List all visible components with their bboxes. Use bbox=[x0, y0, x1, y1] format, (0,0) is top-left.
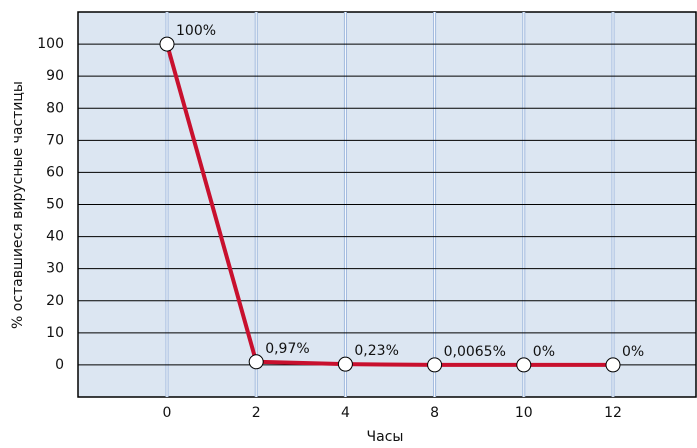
x-axis-label: Часы bbox=[367, 429, 404, 445]
marker bbox=[159, 36, 175, 52]
y-axis-label: % оставшиеся вирусные частицы bbox=[10, 81, 26, 329]
y-tick-label: 60 bbox=[46, 164, 64, 180]
x-tick-label: 4 bbox=[341, 405, 350, 421]
marker bbox=[427, 357, 443, 373]
x-tick-label: 12 bbox=[604, 405, 622, 421]
data-label: 100% bbox=[176, 23, 216, 39]
data-label: 0,23% bbox=[354, 343, 398, 359]
data-label: 0,97% bbox=[265, 341, 309, 357]
y-tick-label: 50 bbox=[46, 197, 64, 213]
y-tick-label: 90 bbox=[46, 68, 64, 84]
x-tick-label: 10 bbox=[515, 405, 533, 421]
marker bbox=[605, 357, 621, 373]
y-tick-label: 100 bbox=[37, 36, 64, 52]
y-tick-label: 20 bbox=[46, 293, 64, 309]
y-tick-label: 30 bbox=[46, 261, 64, 277]
marker bbox=[337, 356, 353, 372]
y-tick-label: 80 bbox=[46, 100, 64, 116]
x-tick-label: 0 bbox=[163, 405, 172, 421]
data-label: 0% bbox=[622, 344, 644, 360]
marker bbox=[248, 354, 264, 370]
y-tick-label: 10 bbox=[46, 325, 64, 341]
data-label: 0% bbox=[533, 344, 555, 360]
x-tick-label: 8 bbox=[430, 405, 439, 421]
x-tick-label: 2 bbox=[252, 405, 261, 421]
y-tick-label: 40 bbox=[46, 229, 64, 245]
marker bbox=[516, 357, 532, 373]
y-tick-label: 70 bbox=[46, 132, 64, 148]
line bbox=[165, 43, 613, 367]
data-label: 0,0065% bbox=[444, 344, 506, 360]
y-tick-label: 0 bbox=[55, 357, 64, 373]
